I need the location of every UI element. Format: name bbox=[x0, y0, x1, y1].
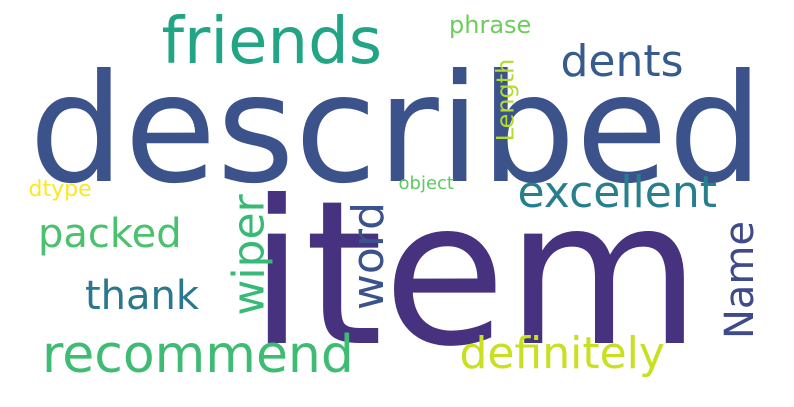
word-object: object bbox=[399, 175, 454, 193]
word-wiper: wiper bbox=[227, 194, 271, 315]
word-definitely: definitely bbox=[460, 332, 665, 376]
word-word: word bbox=[347, 202, 391, 310]
word-name: Name bbox=[720, 221, 760, 339]
word-phrase: phrase bbox=[449, 13, 531, 37]
word-packed: packed bbox=[38, 214, 182, 254]
word-dents: dents bbox=[561, 40, 684, 84]
word-friends: friends bbox=[162, 10, 383, 74]
word-thank: thank bbox=[85, 276, 199, 316]
word-length: Length bbox=[493, 59, 517, 142]
word-dtype: dtype bbox=[29, 179, 92, 201]
word-recommend: recommend bbox=[42, 329, 354, 381]
word-excellent: excellent bbox=[518, 171, 717, 215]
